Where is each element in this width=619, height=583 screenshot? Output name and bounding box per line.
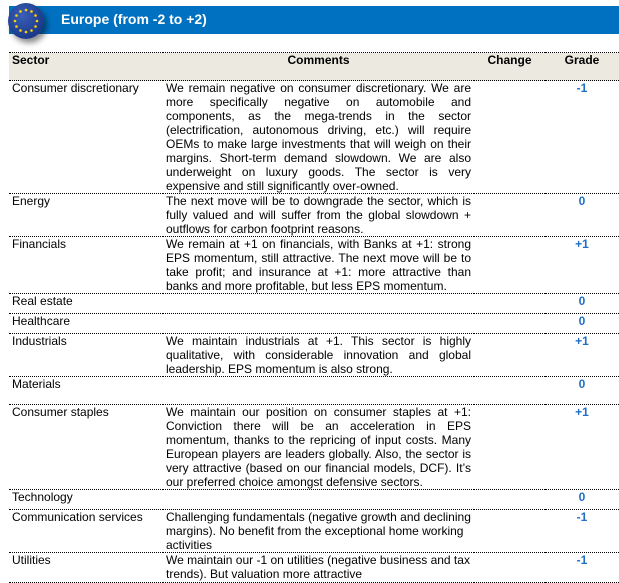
table-row: Real estate 0 bbox=[9, 293, 619, 314]
grade-cell: +1 bbox=[545, 333, 619, 377]
table-row: Financials We remain at +1 on financials,… bbox=[9, 236, 619, 294]
comment-cell: We remain at +1 on financials, with Bank… bbox=[163, 236, 474, 294]
table-row: Consumer discretionary We remain negative… bbox=[9, 80, 619, 194]
sector-cell: Consumer discretionary bbox=[9, 80, 163, 194]
grade-cell: 0 bbox=[545, 313, 619, 334]
sector-cell: Healthcare bbox=[9, 313, 163, 334]
table-row: Utilities We maintain our -1 on utilities… bbox=[9, 552, 619, 583]
column-header-sector: Sector bbox=[9, 52, 163, 81]
grade-cell: -1 bbox=[545, 509, 619, 553]
table-header-row: Sector Comments Change Grade bbox=[9, 52, 619, 81]
change-cell bbox=[474, 333, 545, 377]
eu-flag-icon bbox=[8, 3, 44, 39]
table-row: Materials 0 bbox=[9, 376, 619, 405]
grade-cell: 0 bbox=[545, 376, 619, 405]
change-cell bbox=[474, 293, 545, 314]
grade-cell: 0 bbox=[545, 293, 619, 314]
sector-cell: Consumer staples bbox=[9, 404, 163, 490]
grade-cell: 0 bbox=[545, 193, 619, 237]
change-cell bbox=[474, 236, 545, 294]
change-cell bbox=[474, 404, 545, 490]
section-banner: Europe (from -2 to +2) bbox=[9, 6, 619, 34]
grade-cell: 0 bbox=[545, 489, 619, 510]
comment-cell: The next move will be to downgrade the s… bbox=[163, 193, 474, 237]
table-row: Energy The next move will be to downgrade… bbox=[9, 193, 619, 237]
comment-cell: Challenging fundamentals (negative growt… bbox=[163, 509, 474, 553]
grade-cell: -1 bbox=[545, 80, 619, 194]
column-header-grade: Grade bbox=[545, 52, 619, 81]
change-cell bbox=[474, 552, 545, 583]
grade-cell: +1 bbox=[545, 236, 619, 294]
comment-cell bbox=[163, 376, 474, 405]
column-header-comments: Comments bbox=[163, 52, 474, 81]
comment-cell: We remain negative on consumer discretio… bbox=[163, 80, 474, 194]
change-cell bbox=[474, 193, 545, 237]
sector-grades-table: Sector Comments Change Grade Consumer di… bbox=[9, 52, 619, 583]
section-title: Europe (from -2 to +2) bbox=[61, 11, 207, 27]
sector-cell: Financials bbox=[9, 236, 163, 294]
table-row: Industrials We maintain industrials at +1… bbox=[9, 333, 619, 377]
table-row: Healthcare 0 bbox=[9, 313, 619, 334]
sector-cell: Real estate bbox=[9, 293, 163, 314]
sector-cell: Materials bbox=[9, 376, 163, 405]
change-cell bbox=[474, 376, 545, 405]
change-cell bbox=[474, 313, 545, 334]
table-row: Technology 0 bbox=[9, 489, 619, 510]
table-row: Communication services Challenging fundam… bbox=[9, 509, 619, 553]
sector-cell: Technology bbox=[9, 489, 163, 510]
comment-cell bbox=[163, 313, 474, 334]
sector-cell: Communication services bbox=[9, 509, 163, 553]
change-cell bbox=[474, 509, 545, 553]
change-cell bbox=[474, 489, 545, 510]
sector-cell: Utilities bbox=[9, 552, 163, 583]
table-row: Consumer staples We maintain our position… bbox=[9, 404, 619, 490]
change-cell bbox=[474, 80, 545, 194]
comment-cell: We maintain our position on consumer sta… bbox=[163, 404, 474, 490]
comment-cell: We maintain our -1 on utilities (negativ… bbox=[163, 552, 474, 583]
grade-cell: -1 bbox=[545, 552, 619, 583]
column-header-change: Change bbox=[474, 52, 545, 81]
sector-cell: Energy bbox=[9, 193, 163, 237]
comment-cell bbox=[163, 489, 474, 510]
sector-cell: Industrials bbox=[9, 333, 163, 377]
comment-cell bbox=[163, 293, 474, 314]
comment-cell: We maintain industrials at +1. This sect… bbox=[163, 333, 474, 377]
grade-cell: +1 bbox=[545, 404, 619, 490]
